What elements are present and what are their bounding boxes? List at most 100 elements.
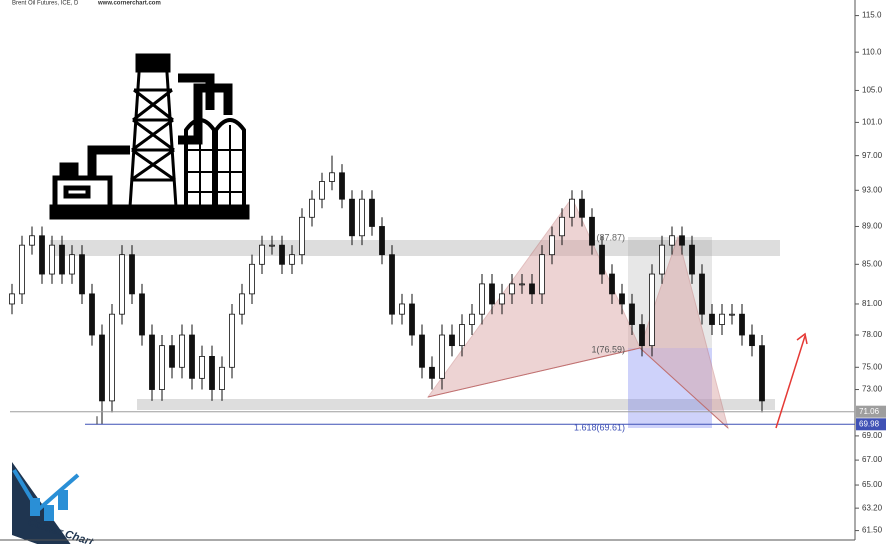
candle-body [139, 293, 145, 336]
refinery-icon [49, 53, 250, 220]
candle-body [319, 181, 325, 200]
candle-body [519, 283, 525, 286]
y-tick-label: 61.50 [862, 526, 883, 535]
chart-subtitle: www.cornerchart.com [97, 1, 161, 7]
candle-body [389, 254, 395, 315]
candle-body [49, 244, 55, 275]
candle-body [179, 334, 185, 368]
candle-body [299, 216, 305, 256]
candle-body [729, 313, 735, 316]
y-tick-label: 93.00 [862, 185, 883, 194]
price-label-box [856, 405, 886, 418]
candle-body [479, 283, 485, 315]
arrow-head [796, 332, 808, 345]
candle-body [469, 313, 475, 325]
candle-body [579, 198, 585, 218]
candle-body [239, 293, 245, 315]
candle-body [629, 303, 635, 325]
candle-body [749, 334, 755, 347]
price-label-box [856, 418, 886, 431]
candle-body [199, 355, 205, 379]
candle-body [409, 303, 415, 336]
candle-body [349, 198, 355, 237]
candle-body [639, 324, 645, 347]
chart-title: Brent Oil Futures, ICE, D [12, 1, 79, 7]
candle-body [19, 244, 25, 295]
candle-body [89, 293, 95, 336]
y-tick-label: 85.00 [862, 259, 883, 268]
y-tick-label: 115.0 [862, 11, 882, 20]
candle-body [549, 235, 555, 256]
price-label: 71.06 [859, 407, 880, 416]
candle-body [259, 244, 265, 265]
candle-body [219, 366, 225, 390]
y-tick-label: 67.00 [862, 455, 883, 464]
resistance-zone [50, 240, 780, 256]
candle-body [559, 216, 565, 237]
candle-body [569, 198, 575, 218]
y-tick-label: 110.0 [862, 47, 882, 56]
arrow-shaft [775, 335, 806, 429]
candle-body [759, 345, 765, 402]
candle-body [659, 244, 665, 275]
candle-body [99, 334, 105, 402]
candle-body [329, 172, 335, 182]
candle-body [739, 313, 745, 336]
candle-body [509, 283, 515, 295]
candle-body [609, 273, 615, 295]
candle-body [39, 235, 45, 275]
candle-body [589, 216, 595, 246]
y-tick-label: 81.00 [862, 299, 883, 308]
candle-body [379, 226, 385, 256]
candle-body [339, 172, 345, 200]
candle-body [599, 244, 605, 275]
candle-body [189, 334, 195, 379]
support-zone [137, 399, 775, 410]
candle-body [149, 334, 155, 390]
pattern-bd [639, 347, 729, 429]
candle-body [709, 313, 715, 325]
candle-body [9, 293, 15, 305]
candle-body [539, 254, 545, 295]
candle-body [279, 244, 285, 265]
candle-body [449, 334, 455, 347]
candle-body [209, 355, 215, 390]
candle-body [689, 244, 695, 275]
candle-body [619, 293, 625, 305]
candle-body [499, 293, 505, 305]
candle-body [399, 303, 405, 315]
candle-body [249, 263, 255, 295]
candle-body [269, 244, 275, 247]
candle-body [459, 324, 465, 347]
candle-body [489, 283, 495, 305]
candle-body [429, 366, 435, 379]
candle-body [369, 198, 375, 227]
y-tick-label: 101.0 [862, 118, 883, 127]
candle-body [109, 313, 115, 402]
candle-body [699, 273, 705, 315]
candle-body [169, 345, 175, 368]
candle-body [679, 235, 685, 246]
price-label: 69.98 [859, 419, 880, 428]
annotation: (87.87) [596, 232, 625, 242]
candle-body [59, 244, 65, 275]
fib-box-lower [628, 348, 712, 428]
candle-body [419, 334, 425, 368]
candle-body [129, 254, 135, 295]
y-tick-label: 105.0 [862, 86, 883, 95]
candle-body [229, 313, 235, 368]
annotation: 1(76.59) [591, 344, 625, 354]
y-tick-label: 97.00 [862, 151, 883, 160]
candle-body [159, 345, 165, 390]
pattern-xb [427, 347, 641, 398]
candle-body [29, 235, 35, 246]
candle-body [359, 198, 365, 237]
candle-body [309, 198, 315, 218]
candle-body [719, 313, 725, 325]
candle-body [69, 254, 75, 275]
y-tick-label: 73.00 [862, 385, 883, 394]
y-tick-label: 63.20 [862, 503, 883, 512]
candle-body [79, 254, 85, 295]
y-tick-label: 65.00 [862, 480, 883, 489]
candle-body [439, 334, 445, 379]
